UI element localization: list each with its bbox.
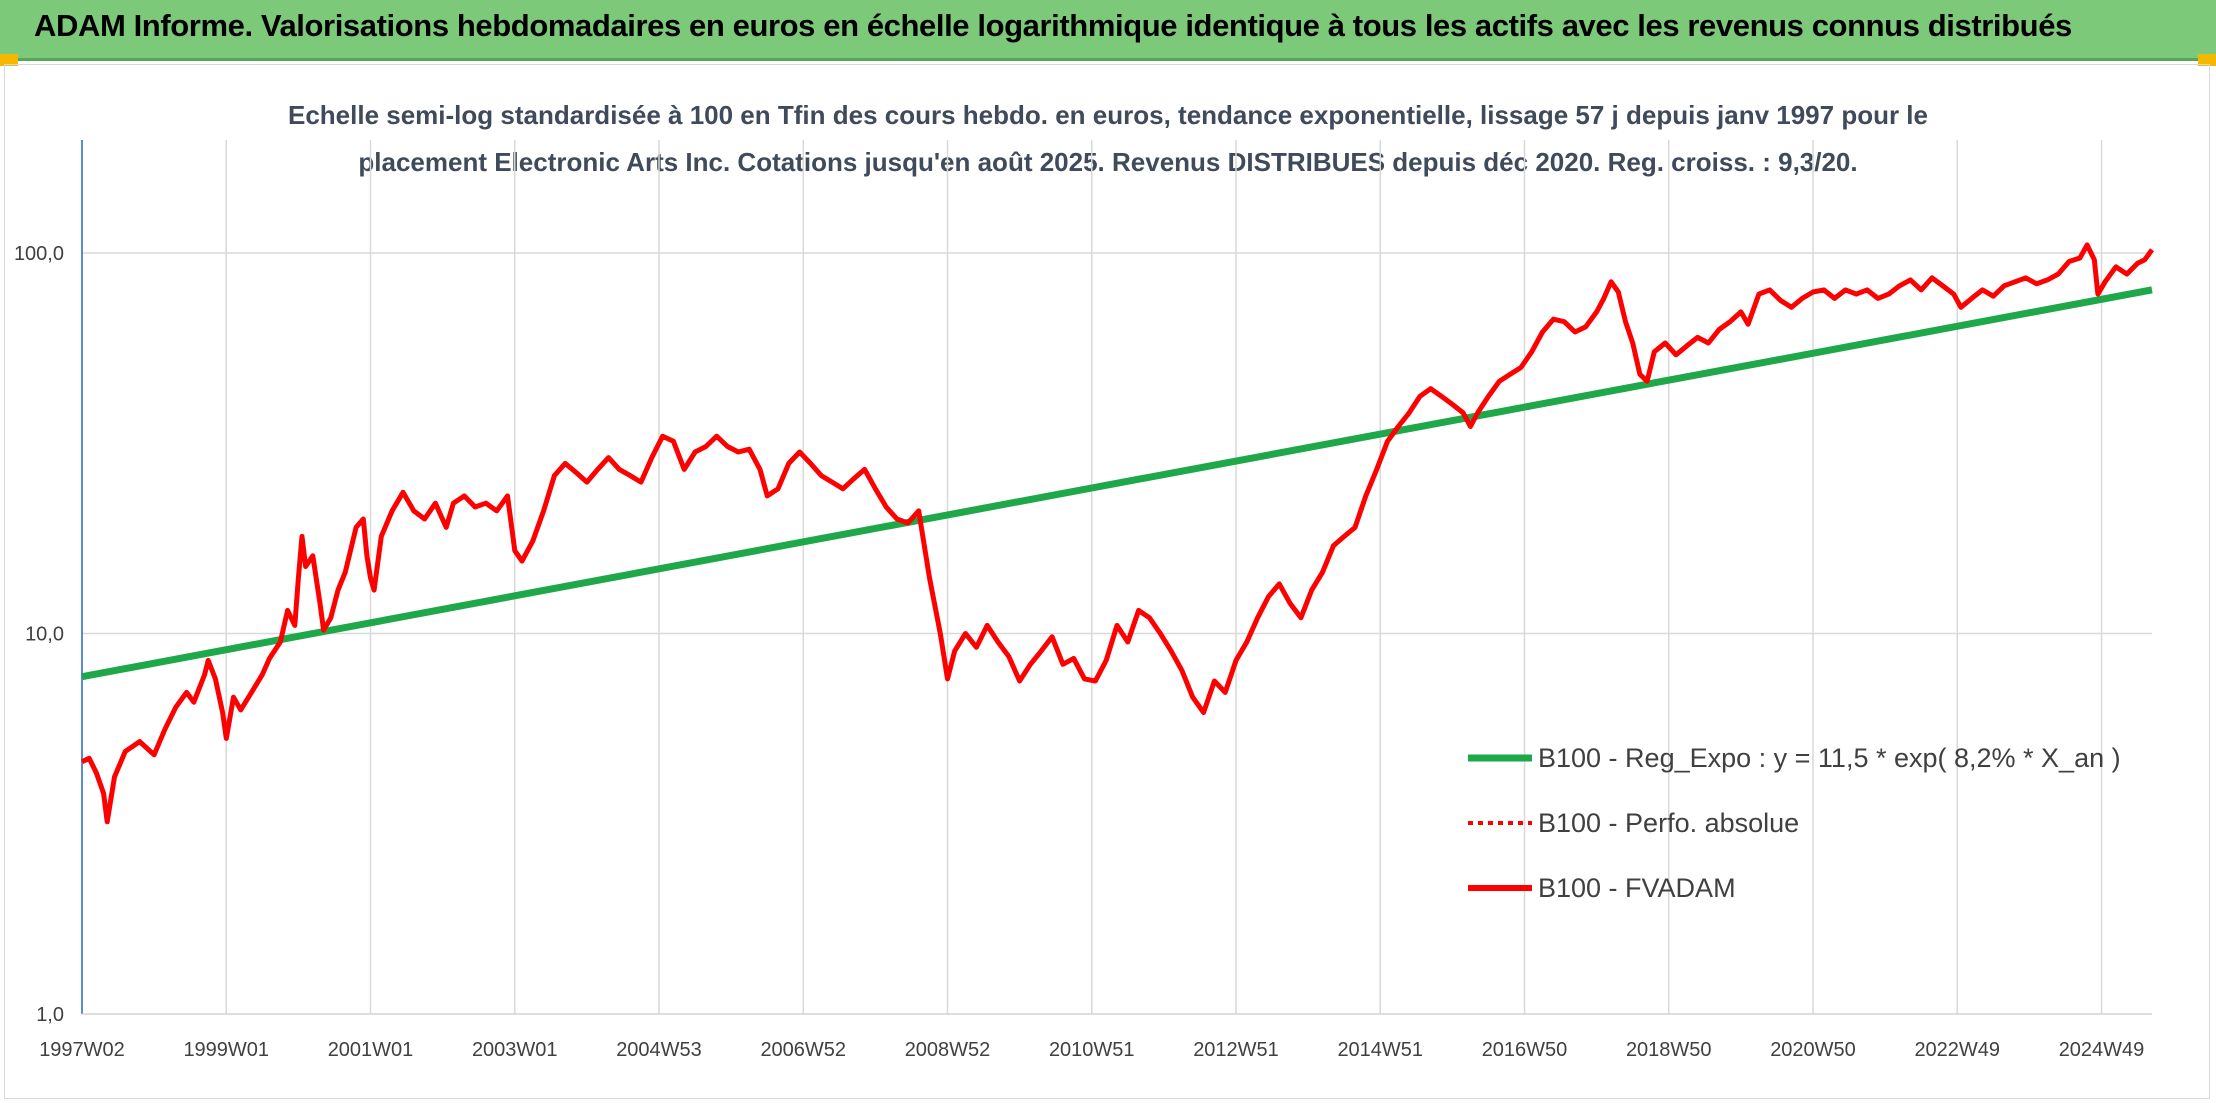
x-tick-label: 2016W50 [1482, 1039, 1568, 1061]
x-tick-label: 2024W49 [2059, 1039, 2145, 1061]
corner-marker-left [0, 54, 18, 66]
x-tick-label: 2006W52 [760, 1039, 846, 1061]
x-tick-label: 1997W02 [39, 1039, 125, 1061]
axis-layer: 1,0 10,0 100,0 1997W02 1999W01 2001W01 2003W01… [14, 140, 2152, 1061]
report-title: ADAM Informe. Valorisations hebdomadaire… [34, 8, 2072, 43]
legend-label: B100 - Perfo. absolue [1538, 808, 1799, 838]
x-tick-label: 2001W01 [328, 1039, 414, 1061]
x-tick-label: 2004W53 [616, 1039, 702, 1061]
x-tick-label: 2022W49 [1914, 1039, 2000, 1061]
grid-layer [81, 140, 2152, 1015]
series-layer [80, 242, 2155, 825]
x-tick-label: 2012W51 [1193, 1039, 1279, 1061]
legend: B100 - Reg_Expo : y = 11,5 * exp( 8,2% *… [1468, 743, 2121, 903]
x-tick-label: 2014W51 [1337, 1039, 1423, 1061]
x-tick-label: 2018W50 [1626, 1039, 1712, 1061]
trend-line-series [81, 286, 2153, 681]
chart-title-line-1: Echelle semi-log standardisée à 100 en T… [287, 100, 1928, 130]
corner-marker-right [2198, 54, 2216, 66]
x-tick-label: 2020W50 [1770, 1039, 1856, 1061]
y-tick-label: 100,0 [14, 243, 64, 265]
x-tick-label: 2010W51 [1049, 1039, 1135, 1061]
fvadam-line-series [80, 242, 2155, 825]
legend-label: B100 - FVADAM [1538, 873, 1736, 903]
legend-label: B100 - Reg_Expo : y = 11,5 * exp( 8,2% *… [1538, 743, 2121, 773]
x-tick-label: 2003W01 [472, 1039, 558, 1061]
y-tick-label: 1,0 [36, 1004, 64, 1026]
chart-title-line-2: placement Electronic Arts Inc. Cotations… [358, 147, 1858, 177]
x-tick-label: 2008W52 [905, 1039, 991, 1061]
y-tick-label: 10,0 [25, 624, 64, 646]
chart-title: Echelle semi-log standardisée à 100 en T… [0, 92, 2216, 186]
header-banner: ADAM Informe. Valorisations hebdomadaire… [0, 0, 2216, 61]
chart-frame [4, 64, 2210, 1099]
x-tick-label: 1999W01 [183, 1039, 269, 1061]
